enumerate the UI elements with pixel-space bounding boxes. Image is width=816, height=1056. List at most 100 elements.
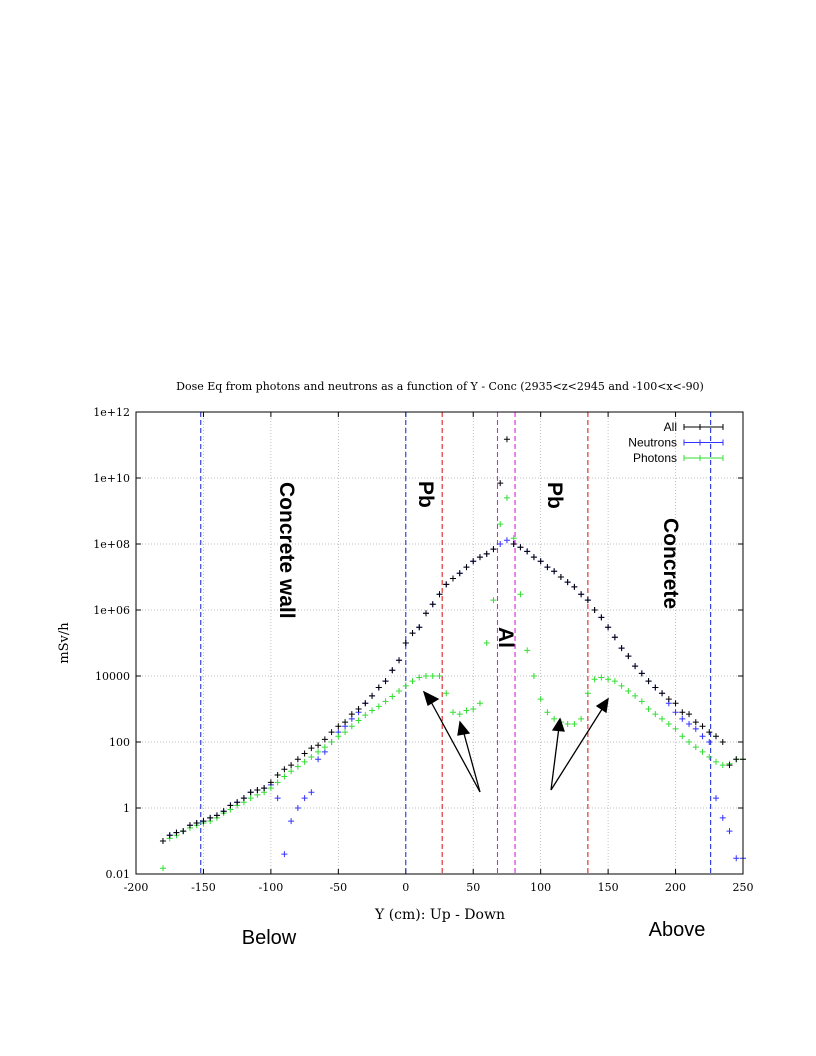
data-point xyxy=(375,703,382,710)
data-point xyxy=(355,706,362,712)
arrow-head-2 xyxy=(457,720,471,736)
data-point xyxy=(679,715,686,722)
data-point xyxy=(328,729,335,736)
y-tick-label: 1e+08 xyxy=(93,538,130,551)
annotation-al: Al xyxy=(494,627,517,648)
data-point xyxy=(254,787,261,794)
data-point xyxy=(200,818,207,825)
y-tick-label: 1e+06 xyxy=(93,604,130,617)
data-point xyxy=(733,756,740,763)
data-point xyxy=(308,745,315,752)
data-point xyxy=(551,715,558,722)
series-neutrons xyxy=(159,537,746,862)
data-point xyxy=(510,535,517,542)
data-point xyxy=(605,676,612,683)
data-point xyxy=(294,756,301,763)
data-point xyxy=(470,706,477,712)
annotation-pb-right: Pb xyxy=(543,482,566,509)
arrow-line-4 xyxy=(550,705,605,791)
legend-label: All xyxy=(664,420,677,434)
data-point xyxy=(382,698,389,705)
data-point xyxy=(726,828,733,835)
data-point xyxy=(557,574,564,580)
data-point xyxy=(294,805,301,811)
x-tick-label: 200 xyxy=(665,881,686,894)
x-tick-label: -200 xyxy=(124,881,149,894)
data-point xyxy=(686,721,693,728)
annotation-concrete-wall: Concrete wall xyxy=(275,482,298,619)
data-point xyxy=(369,692,376,699)
data-point xyxy=(686,739,693,745)
data-point xyxy=(692,725,699,732)
data-point xyxy=(396,657,403,664)
y-tick-label: 1e+12 xyxy=(93,406,130,419)
annotation-arrows xyxy=(422,690,609,793)
data-point xyxy=(524,548,531,555)
data-point xyxy=(348,711,355,718)
data-point xyxy=(713,758,720,765)
x-tick-label: 150 xyxy=(598,881,619,894)
data-point xyxy=(328,739,335,745)
data-point xyxy=(301,750,308,757)
data-point xyxy=(321,744,328,751)
arrow-line-2 xyxy=(462,729,481,793)
arrow-line-3 xyxy=(550,726,560,791)
data-point xyxy=(625,688,632,695)
data-point xyxy=(517,544,524,551)
data-point xyxy=(571,721,578,728)
data-point xyxy=(706,754,713,761)
data-point xyxy=(719,762,726,769)
data-point xyxy=(321,736,328,743)
annotation-pb-left: Pb xyxy=(414,481,437,508)
data-point xyxy=(470,558,477,565)
data-point xyxy=(497,480,504,487)
data-point xyxy=(274,779,281,786)
data-point xyxy=(220,808,227,815)
data-point xyxy=(409,678,416,685)
data-point xyxy=(423,673,430,679)
data-point xyxy=(281,773,288,780)
data-point xyxy=(423,610,430,617)
data-point xyxy=(483,640,490,646)
data-point xyxy=(706,729,713,736)
data-point xyxy=(402,640,409,646)
arrow-head-4 xyxy=(595,697,609,714)
y-tick-label: 1 xyxy=(123,802,130,815)
data-point xyxy=(476,554,483,561)
x-tick-label: 0 xyxy=(402,881,409,894)
legend-swatch xyxy=(683,455,724,461)
data-point xyxy=(315,756,322,763)
data-point xyxy=(362,700,369,707)
data-point xyxy=(713,795,720,802)
data-point xyxy=(348,723,355,730)
data-point xyxy=(537,558,544,565)
data-point xyxy=(207,814,214,821)
data-point xyxy=(288,762,295,769)
data-point xyxy=(659,690,666,697)
y-tick-label: 10000 xyxy=(95,670,130,683)
data-point xyxy=(584,690,591,697)
data-point xyxy=(537,696,544,703)
data-point xyxy=(578,715,585,722)
data-point xyxy=(301,795,308,802)
data-point xyxy=(530,673,537,679)
data-point xyxy=(679,709,686,716)
data-point xyxy=(611,634,618,641)
data-point xyxy=(227,802,234,809)
data-point xyxy=(247,789,254,796)
data-point xyxy=(315,742,322,749)
data-point xyxy=(463,564,470,571)
data-point xyxy=(672,700,679,707)
data-point xyxy=(342,729,349,736)
data-point xyxy=(591,676,598,683)
data-point xyxy=(665,696,672,703)
data-point xyxy=(429,673,436,679)
legend-swatch xyxy=(683,439,724,446)
annotation-above: Above xyxy=(649,919,706,941)
data-point xyxy=(166,832,173,839)
data-point xyxy=(436,591,443,598)
data-point xyxy=(699,733,706,740)
data-point xyxy=(247,795,254,802)
data-point xyxy=(692,719,699,726)
data-point xyxy=(551,568,558,575)
